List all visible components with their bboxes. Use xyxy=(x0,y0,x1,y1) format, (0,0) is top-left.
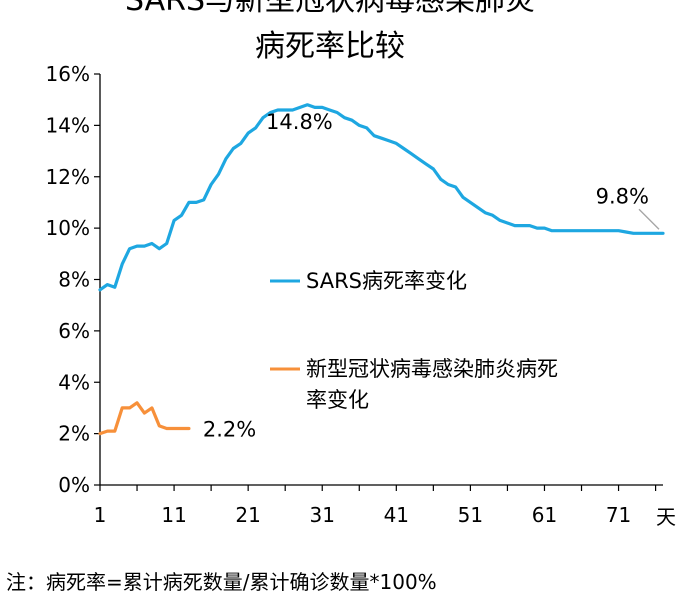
data-label: 2.2% xyxy=(203,417,256,441)
series-line-sars xyxy=(98,103,665,292)
y-tick-label: 10% xyxy=(46,216,90,240)
x-tick-label: 11 xyxy=(161,503,186,527)
axes: 0%2%4%6%8%10%12%14%16%1 11 21 31 41 51 61 71 天 xyxy=(46,62,676,529)
data-label: 14.8% xyxy=(266,110,333,134)
x-tick-label: 71 xyxy=(606,503,631,527)
x-tick-label: 61 xyxy=(532,503,557,527)
x-tick-label: 41 xyxy=(384,503,409,527)
y-tick-label: 8% xyxy=(58,268,90,292)
legend: SARS病死率变化 新型冠状病毒感染肺炎病死 率变化 xyxy=(270,269,558,412)
legend-label-ncov-line1: 新型冠状病毒感染肺炎病死 xyxy=(306,357,558,381)
x-tick-label: 51 xyxy=(458,503,483,527)
y-tick-label: 12% xyxy=(46,165,90,189)
y-tick-label: 2% xyxy=(58,422,90,446)
y-tick-label: 6% xyxy=(58,319,90,343)
legend-label-sars: SARS病死率变化 xyxy=(306,269,467,293)
x-tick-label: 31 xyxy=(310,503,335,527)
footnote: 注：病死率=累计病死数量/累计确诊数量*100% xyxy=(6,570,437,594)
x-tick-label: 21 xyxy=(235,503,260,527)
leader-line xyxy=(638,208,660,230)
y-tick-label: 0% xyxy=(58,473,90,497)
chart-title-line2: 病死率比较 xyxy=(255,29,405,64)
series-layer xyxy=(98,103,665,436)
data-label: 9.8% xyxy=(596,184,649,208)
x-tick-label: 1 xyxy=(94,503,107,527)
y-tick-label: 16% xyxy=(46,62,90,86)
chart-title-line1: SARS与新型冠状病毒感染肺炎 xyxy=(125,0,535,18)
y-tick-label: 4% xyxy=(58,370,90,394)
y-tick-label: 14% xyxy=(46,113,90,137)
legend-label-ncov-line2: 率变化 xyxy=(306,388,369,412)
x-axis-label: 天 xyxy=(656,505,676,529)
annotation-layer: 14.8% 9.8% 2.2% xyxy=(203,110,660,441)
series-line-ncov xyxy=(98,401,191,436)
